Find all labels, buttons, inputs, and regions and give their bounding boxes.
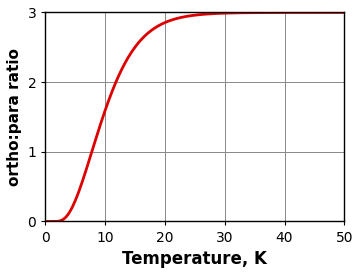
- Y-axis label: ortho:para ratio: ortho:para ratio: [7, 48, 22, 186]
- X-axis label: Temperature, K: Temperature, K: [122, 250, 267, 268]
